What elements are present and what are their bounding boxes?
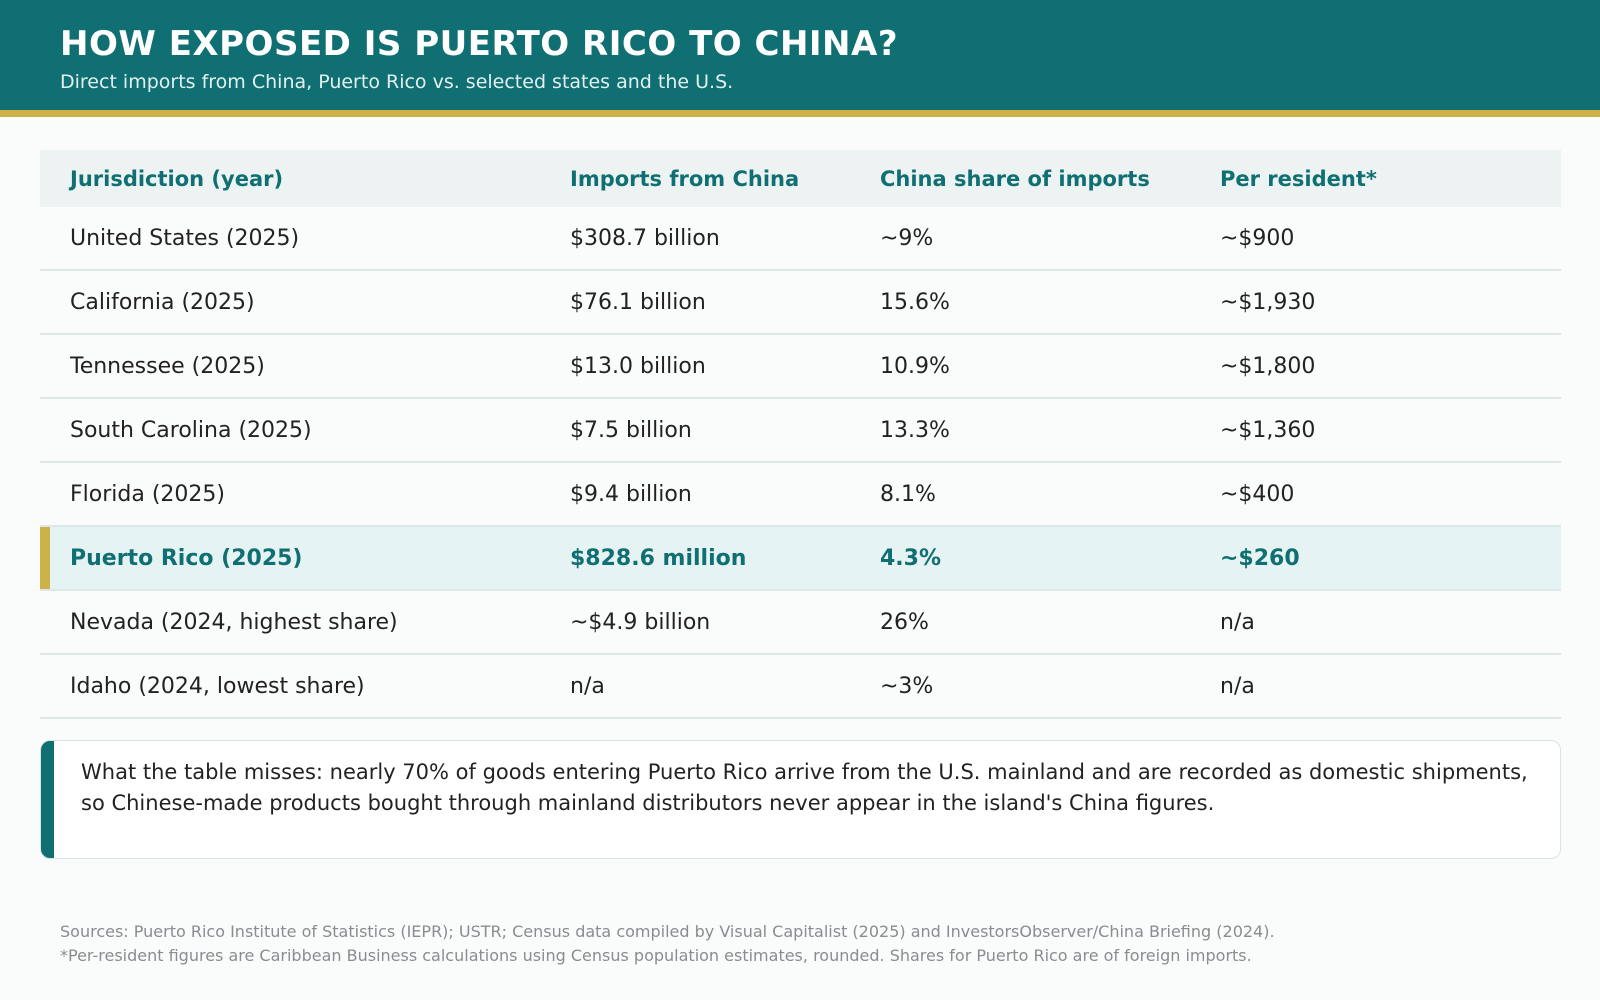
table-cell: 8.1% [880, 481, 936, 507]
table-cell: ~$1,360 [1220, 417, 1316, 443]
column-header: Jurisdiction (year) [70, 166, 284, 191]
table-cell: 15.6% [880, 289, 950, 315]
table-cell: $828.6 million [570, 545, 747, 571]
table-cell: South Carolina (2025) [70, 417, 312, 443]
table-cell: n/a [1220, 609, 1255, 635]
column-header: China share of imports [880, 166, 1150, 191]
table-row: Puerto Rico (2025) $828.6 million 4.3% ~$26… [40, 527, 1561, 591]
table-cell: $13.0 billion [570, 353, 706, 379]
table-row: Florida (2025) $9.4 billion 8.1% ~$400 [40, 463, 1561, 527]
table-cell: n/a [570, 673, 605, 699]
table-cell: 4.3% [880, 545, 942, 571]
table-cell: ~$4.9 billion [570, 609, 711, 635]
table-header-row: Jurisdiction (year) Imports from China C… [40, 150, 1561, 207]
table-cell: $9.4 billion [570, 481, 692, 507]
table-cell: $7.5 billion [570, 417, 692, 443]
column-header: Per resident* [1220, 166, 1377, 191]
table-cell: California (2025) [70, 289, 255, 315]
table-row: Idaho (2024, lowest share) n/a ~3% n/a [40, 655, 1561, 719]
per-resident-footnote: *Per-resident figures are Caribbean Busi… [60, 946, 1252, 965]
table-cell: 10.9% [880, 353, 950, 379]
sources-footnote: Sources: Puerto Rico Institute of Statis… [60, 922, 1275, 941]
note-text: What the table misses: nearly 70% of goo… [81, 760, 1528, 815]
table-cell: ~$1,930 [1220, 289, 1316, 315]
table-cell: Idaho (2024, lowest share) [70, 673, 365, 699]
column-header: Imports from China [570, 166, 800, 191]
table-cell: ~9% [880, 225, 934, 251]
imports-table: Jurisdiction (year) Imports from China C… [40, 150, 1561, 719]
note-accent-bar [41, 741, 54, 858]
highlight-bar [40, 527, 50, 589]
context-note: What the table misses: nearly 70% of goo… [40, 740, 1561, 859]
table-cell: ~3% [880, 673, 934, 699]
table-cell: ~$260 [1220, 545, 1300, 571]
table-cell: $76.1 billion [570, 289, 706, 315]
table-cell: $308.7 billion [570, 225, 720, 251]
table-row: California (2025) $76.1 billion 15.6% ~$1,9… [40, 271, 1561, 335]
page-subtitle: Direct imports from China, Puerto Rico v… [60, 71, 734, 93]
table-cell: Tennessee (2025) [70, 353, 265, 379]
table-row: South Carolina (2025) $7.5 billion 13.3% ~$… [40, 399, 1561, 463]
table-cell: ~$1,800 [1220, 353, 1316, 379]
table-row: Nevada (2024, highest share) ~$4.9 billio… [40, 591, 1561, 655]
header-banner: HOW EXPOSED IS PUERTO RICO TO CHINA? Dir… [0, 0, 1600, 110]
table-row: United States (2025) $308.7 billion ~9% ~$9… [40, 207, 1561, 271]
table-row: Tennessee (2025) $13.0 billion 10.9% ~$1,80… [40, 335, 1561, 399]
table-cell: Puerto Rico (2025) [70, 545, 303, 571]
header-accent-rule [0, 110, 1600, 117]
table-cell: ~$900 [1220, 225, 1295, 251]
table-cell: ~$400 [1220, 481, 1295, 507]
table-cell: Florida (2025) [70, 481, 225, 507]
table-cell: United States (2025) [70, 225, 300, 251]
table-cell: 26% [880, 609, 929, 635]
page-title: HOW EXPOSED IS PUERTO RICO TO CHINA? [60, 24, 899, 64]
table-cell: n/a [1220, 673, 1255, 699]
table-cell: Nevada (2024, highest share) [70, 609, 398, 635]
table-cell: 13.3% [880, 417, 950, 443]
